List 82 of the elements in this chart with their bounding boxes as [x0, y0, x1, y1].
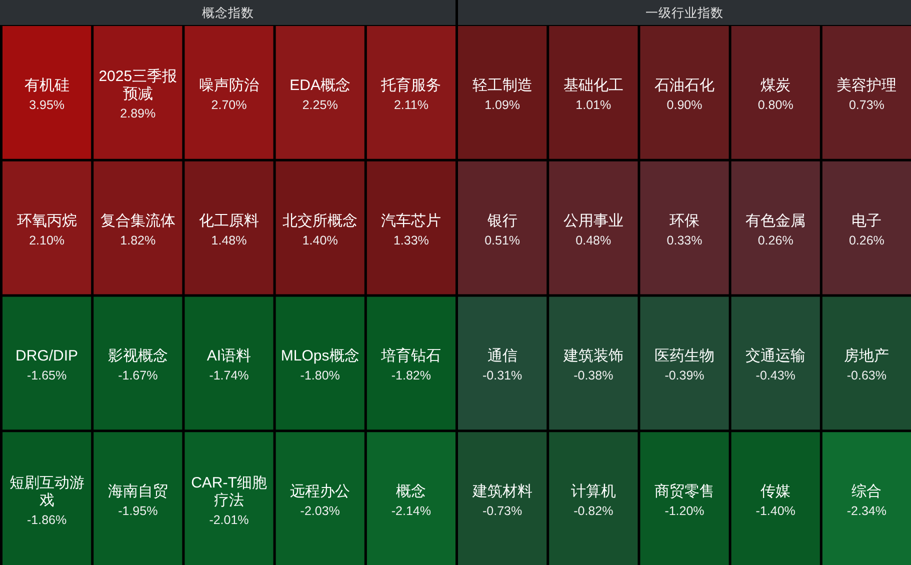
- value-label: 2.11%: [394, 98, 428, 112]
- value-label: 0.48%: [576, 233, 612, 248]
- value-label: -1.82%: [391, 368, 431, 383]
- tile-name: 环保: [670, 212, 700, 230]
- tile-name: 交通运输: [746, 348, 806, 365]
- tile-name: 影视概念: [108, 348, 168, 365]
- tile-name: 煤炭: [760, 76, 791, 94]
- tile-name: 有色金属: [746, 212, 806, 230]
- tile-name: MLOps概念: [280, 348, 360, 365]
- value-label: 1.33%: [393, 233, 429, 248]
- tile-name: 远程办公: [290, 483, 350, 500]
- value-label: -1.40%: [756, 504, 796, 518]
- tile-name: 传媒: [760, 483, 791, 500]
- tile-name: 2025三季报预减: [98, 68, 178, 103]
- value-label: -2.01%: [209, 512, 249, 527]
- tile-name: 有机硅: [24, 76, 70, 94]
- tile-name: 房地产: [844, 348, 890, 365]
- value-label: 2.10%: [29, 233, 65, 248]
- value-label: 0.51%: [484, 233, 520, 248]
- value-label: -1.74%: [209, 368, 249, 383]
- value-label: 0.26%: [848, 233, 884, 248]
- value-label: -2.34%: [846, 504, 886, 518]
- tile-name: 基础化工: [563, 76, 624, 94]
- tile-name: 计算机: [570, 483, 616, 500]
- value-label: -0.39%: [664, 368, 704, 383]
- tile-name: 美容护理: [836, 76, 897, 94]
- tile-name: 概念: [396, 483, 426, 500]
- tile-name: 轻工制造: [472, 76, 532, 94]
- tile-name: AI语料: [206, 348, 252, 365]
- value-label: -1.95%: [118, 504, 158, 518]
- value-label: -0.43%: [756, 368, 796, 383]
- value-label: 1.48%: [211, 233, 247, 248]
- tile-name: 托育服务: [381, 76, 442, 94]
- tile-name: 汽车芯片: [381, 212, 442, 230]
- value-label: -0.31%: [482, 368, 522, 383]
- tile-name: 北交所概念: [282, 212, 358, 230]
- tile-name: 培育钻石: [381, 348, 442, 365]
- value-label: 1.82%: [120, 233, 156, 248]
- value-label: -0.63%: [846, 368, 886, 383]
- value-label: 0.73%: [848, 98, 884, 112]
- value-label: -1.65%: [27, 368, 67, 383]
- value-label: -1.67%: [118, 368, 158, 383]
- tile-name: 电子: [852, 212, 882, 230]
- tile-name: 银行: [487, 212, 518, 230]
- tile-name: DRG/DIP: [16, 348, 78, 365]
- tile-name: 建筑装饰: [563, 348, 624, 365]
- tile-name: 综合: [852, 483, 882, 500]
- tile-name: 石油石化: [654, 76, 714, 94]
- value-label: 3.95%: [29, 98, 65, 112]
- value-label: -2.14%: [391, 504, 431, 518]
- value-label: 2.70%: [211, 98, 247, 112]
- tile-name: 短剧互动游戏: [9, 474, 84, 509]
- value-label: 0.26%: [758, 233, 794, 248]
- value-label: 1.09%: [484, 98, 520, 112]
- tile-name: 噪声防治: [199, 76, 259, 94]
- value-label: 1.01%: [576, 98, 612, 112]
- tile-name: 化工原料: [199, 212, 259, 230]
- value-label: -1.20%: [664, 504, 704, 518]
- title: 一级行业指数: [646, 6, 724, 20]
- value-label: -1.86%: [27, 512, 67, 527]
- value-label: -1.80%: [300, 368, 340, 383]
- tile-name: 复合集流体: [100, 212, 176, 230]
- tile-name: CAR-T细胞疗法: [191, 474, 267, 509]
- value-label: 2.25%: [302, 98, 338, 112]
- value-label: -0.82%: [574, 504, 614, 518]
- tile-name: 海南自贸: [108, 483, 168, 500]
- value-label: 2.89%: [120, 106, 156, 121]
- value-label: 1.40%: [302, 233, 338, 248]
- tile-name: EDA概念: [290, 76, 351, 94]
- tile-name: 医药生物: [654, 348, 714, 365]
- value-label: 0.80%: [758, 98, 794, 112]
- value-label: -2.03%: [300, 504, 340, 518]
- value-label: -0.38%: [574, 368, 614, 383]
- tile-name: 环氧丙烷: [16, 212, 77, 230]
- tile-name: 公用事业: [563, 212, 624, 230]
- value-label: 0.90%: [666, 98, 702, 112]
- value-label: -0.73%: [482, 504, 522, 518]
- value-label: 0.33%: [666, 233, 702, 248]
- title: 概念指数: [202, 6, 254, 20]
- tile-name: 商贸零售: [654, 483, 714, 500]
- tile-name: 通信: [487, 348, 518, 365]
- tile-name: 建筑材料: [472, 483, 532, 500]
